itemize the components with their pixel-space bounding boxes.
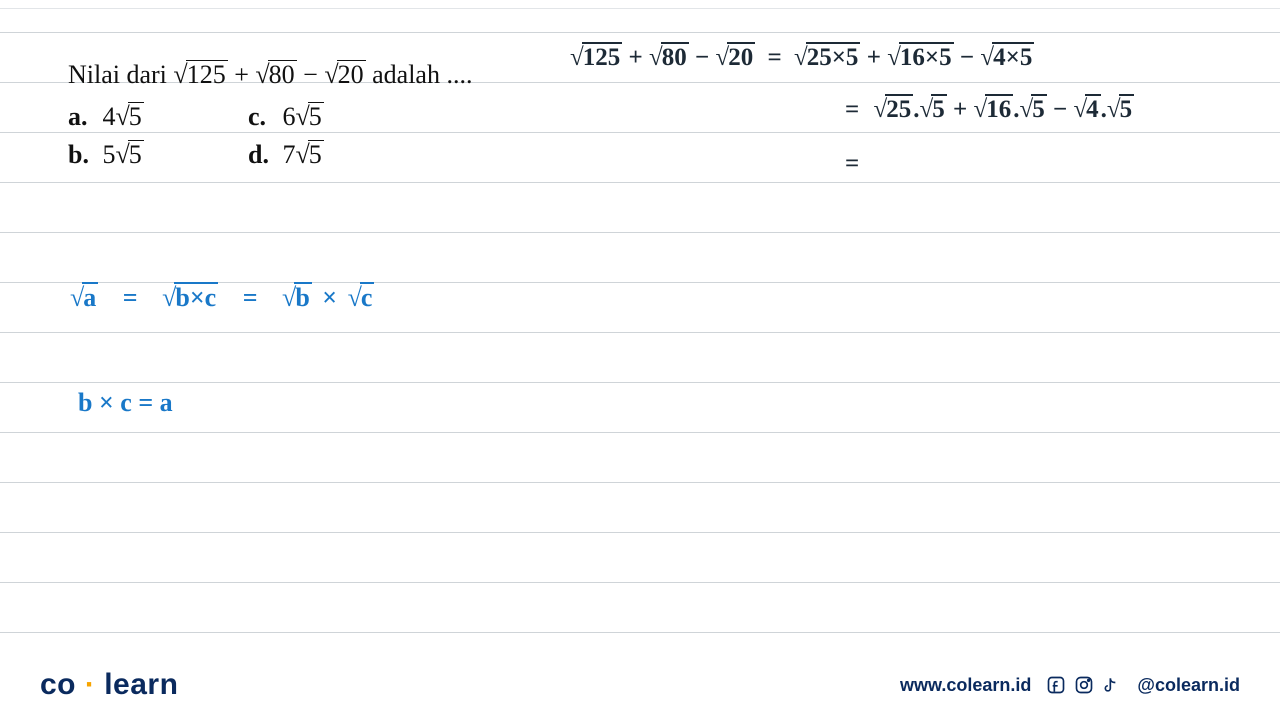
ruled-line: [0, 432, 1280, 433]
sqrt-product-rule: √a = √b×c = √b × √c: [70, 282, 374, 313]
ruled-line: [0, 582, 1280, 583]
work-line-1: √125 + √80 − √20 = √25×5 + √16×5 − √4×5: [570, 42, 1270, 72]
brand-logo: co · learn: [40, 668, 178, 702]
option: b. 5√5: [68, 140, 248, 170]
work-line-2: = √25.√5 + √16.√5 − √4.√5: [845, 94, 1134, 124]
ruled-line: [0, 332, 1280, 333]
work-line-3: =: [845, 150, 859, 178]
footer-handle: @colearn.id: [1137, 675, 1240, 696]
instagram-icon: [1073, 674, 1095, 696]
ruled-line: [0, 632, 1280, 633]
facebook-icon: [1045, 674, 1067, 696]
ruled-line: [0, 232, 1280, 233]
ruled-line: [0, 382, 1280, 383]
problem-block: Nilai dari √125 + √80 − √20 adalah .... …: [68, 60, 528, 170]
option: d. 7√5: [248, 140, 428, 170]
prompt-prefix: Nilai dari: [68, 60, 173, 89]
ruled-line: [0, 482, 1280, 483]
problem-prompt: Nilai dari √125 + √80 − √20 adalah ....: [68, 60, 528, 90]
ruled-line: [0, 32, 1280, 33]
bc-eq-a: b × c = a: [78, 388, 173, 418]
social-icons: [1045, 674, 1123, 696]
option: a. 4√5: [68, 102, 248, 132]
footer: co · learn www.colearn.id @colearn.id: [40, 668, 1240, 702]
ruled-line: [0, 532, 1280, 533]
prompt-suffix: adalah ....: [372, 60, 472, 89]
ruled-line: [0, 182, 1280, 183]
tiktok-icon: [1101, 674, 1123, 696]
option: c. 6√5: [248, 102, 428, 132]
answer-options: a. 4√5c. 6√5b. 5√5d. 7√5: [68, 102, 528, 170]
footer-url: www.colearn.id: [900, 675, 1031, 696]
